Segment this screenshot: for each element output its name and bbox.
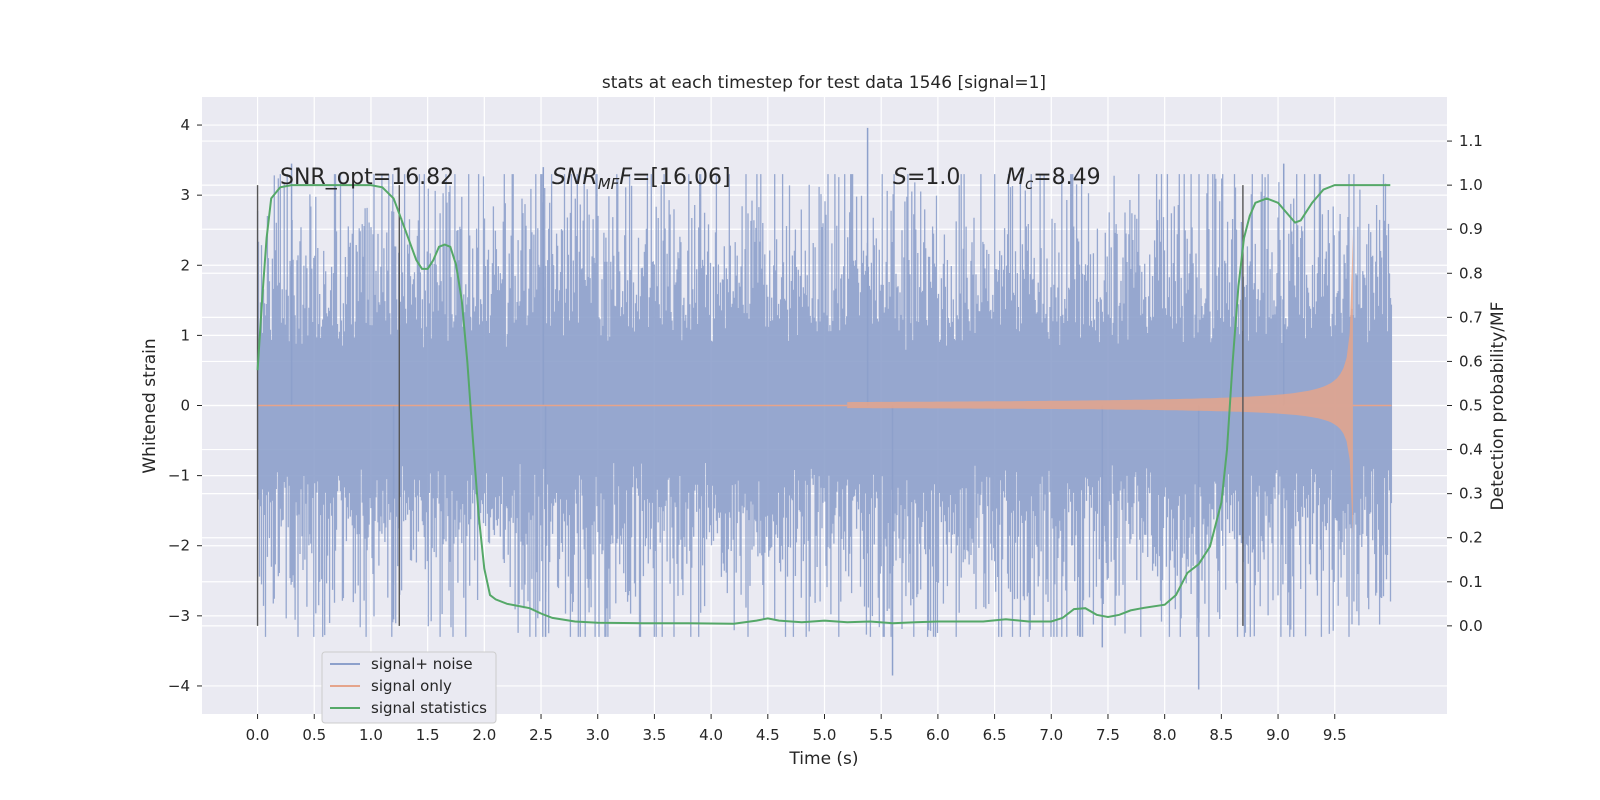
mc-main: M — [1006, 165, 1025, 190]
y-right-tick-label: 0.0 — [1459, 617, 1483, 635]
y-right-tick-label: 0.2 — [1459, 529, 1483, 547]
x-tick-label: 9.0 — [1266, 726, 1290, 744]
x-axis-label: Time (s) — [788, 749, 858, 769]
annotation-snr-opt: SNR_opt=16.82 — [280, 165, 454, 190]
y-tick-label: −1 — [168, 467, 190, 485]
x-tick-label: 2.0 — [472, 726, 496, 744]
y-tick-label: −2 — [168, 537, 190, 555]
y-tick-label: 3 — [180, 186, 190, 204]
y-right-tick-label: 1.1 — [1459, 132, 1483, 150]
mc-subscript: c — [1025, 175, 1034, 193]
x-tick-label: 2.5 — [529, 726, 553, 744]
x-tick-label: 3.5 — [642, 726, 666, 744]
x-tick-label: 5.0 — [813, 726, 837, 744]
y-tick-label: 0 — [180, 397, 190, 415]
s-main: S — [893, 165, 907, 190]
legend-label-signal-only: signal only — [371, 677, 452, 695]
annotation-snr-mf: SNRMFF=[16.06] — [552, 165, 731, 193]
x-tick-label: 7.0 — [1039, 726, 1063, 744]
y-right-tick-label: 0.8 — [1459, 264, 1483, 282]
y-tick-label: 4 — [180, 116, 190, 134]
x-tick-label: 8.5 — [1209, 726, 1233, 744]
legend: signal+ noise signal only signal statist… — [321, 651, 497, 724]
snr-mf-value: =[16.06] — [632, 165, 731, 190]
snr-mf-subscript: MF — [598, 175, 620, 193]
signal-statistics-line — [256, 184, 1391, 625]
y-tick-label: 1 — [180, 326, 190, 344]
annotation-mc: Mc=8.49 — [1006, 165, 1101, 193]
y-tick-label: −4 — [168, 677, 190, 695]
legend-box — [321, 651, 497, 724]
y-right-tick-label: 0.4 — [1459, 441, 1483, 459]
legend-label-signal-statistics: signal statistics — [371, 699, 487, 717]
s-value: =1.0 — [907, 165, 960, 190]
y-right-tick-label: 0.6 — [1459, 352, 1483, 370]
y-right-tick-label: 0.9 — [1459, 220, 1483, 238]
y-right-axis-label: Detection probability/MF — [1488, 302, 1508, 511]
x-tick-label: 7.5 — [1096, 726, 1120, 744]
y-axis-label: Whitened strain — [140, 338, 160, 473]
x-tick-label: 8.0 — [1153, 726, 1177, 744]
y-tick-label: −3 — [168, 607, 190, 625]
snr-mf-main: SNR — [552, 165, 598, 190]
annotation-s: S=1.0 — [893, 165, 960, 190]
x-tick-label: 4.0 — [699, 726, 723, 744]
y-right-tick-label: 0.1 — [1459, 573, 1483, 591]
series-signal-only — [257, 233, 1392, 535]
x-tick-label: 1.5 — [416, 726, 440, 744]
chart-title: stats at each timestep for test data 154… — [602, 73, 1046, 93]
x-tick-label: 1.0 — [359, 726, 383, 744]
x-tick-label: 9.5 — [1323, 726, 1347, 744]
x-tick-label: 6.0 — [926, 726, 950, 744]
mc-value: =8.49 — [1033, 165, 1100, 190]
axis-ticks: 0.0 0.5 1.0 1.5 2.0 2.5 3.0 3.5 4.0 4.5 5.0 5.5 6.0 6… — [168, 116, 1483, 744]
series-signal-statistics — [256, 184, 1391, 625]
y-right-tick-label: 0.3 — [1459, 485, 1483, 503]
snr-mf-f: F — [619, 165, 632, 190]
x-tick-label: 3.0 — [586, 726, 610, 744]
x-tick-label: 5.5 — [869, 726, 893, 744]
vertical-markers — [256, 185, 1244, 626]
y-right-tick-label: 0.5 — [1459, 397, 1483, 415]
x-tick-label: 4.5 — [756, 726, 780, 744]
x-tick-label: 0.5 — [302, 726, 326, 744]
y-right-tick-label: 1.0 — [1459, 176, 1483, 194]
x-tick-label: 6.5 — [983, 726, 1007, 744]
y-tick-label: 2 — [180, 256, 190, 274]
x-tick-label: 0.0 — [246, 726, 270, 744]
y-right-tick-label: 0.7 — [1459, 308, 1483, 326]
legend-label-signal-noise: signal+ noise — [371, 655, 473, 673]
